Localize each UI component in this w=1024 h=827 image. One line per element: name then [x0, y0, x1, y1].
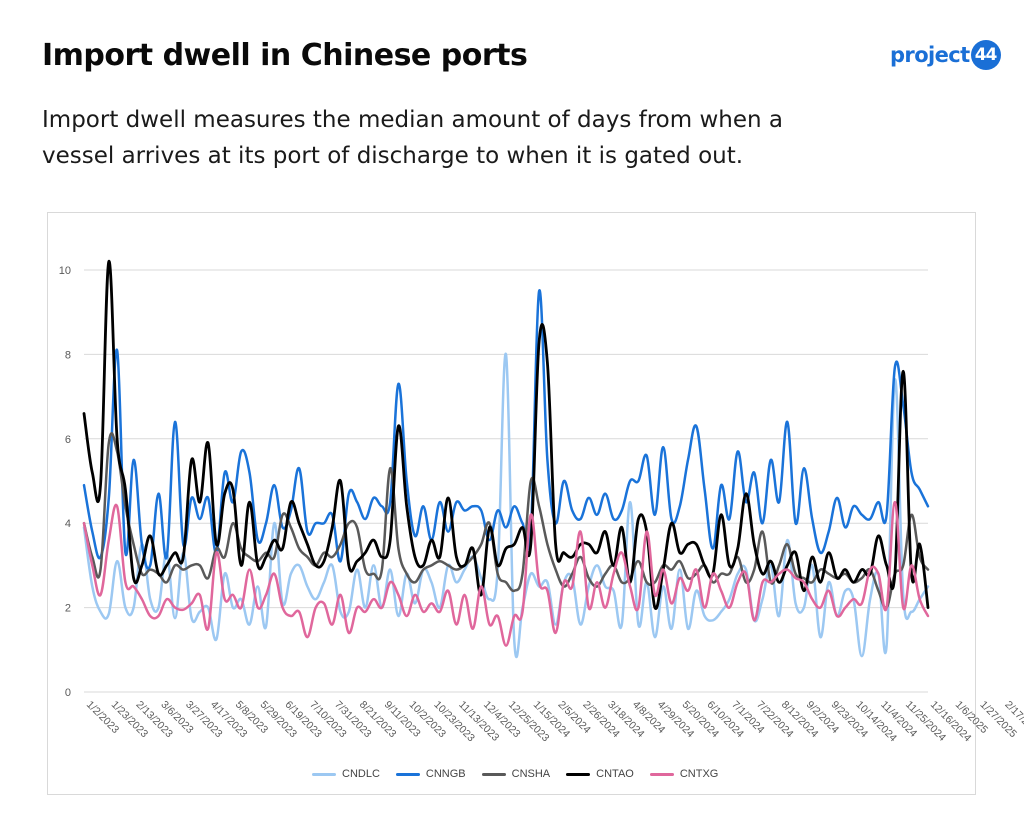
y-tick-label: 0 [65, 687, 71, 699]
legend-label: CNDLC [342, 768, 380, 780]
legend-item-cntao: CNTAO [566, 768, 634, 780]
legend-label: CNNGB [425, 768, 466, 780]
legend-label: CNTAO [596, 768, 634, 780]
legend-swatch [481, 772, 506, 776]
legend-label: CNTXG [679, 768, 719, 780]
series-line-cntao [82, 260, 930, 610]
series-line-cnsha [82, 432, 930, 610]
page-subtitle: Import dwell measures the median amount … [42, 107, 783, 169]
legend-item-cndlc: CNDLC [312, 768, 380, 780]
y-tick-label: 8 [65, 349, 71, 361]
chart-legend: CNDLC CNNGB CNSHA CNTAO CNTXG [312, 768, 718, 780]
logo-badge: 44 [970, 40, 1001, 70]
legend-item-cnsha: CNSHA [481, 768, 551, 780]
legend-swatch [566, 772, 591, 776]
y-tick-label: 10 [59, 265, 71, 277]
page-title: Import dwell in Chinese ports [42, 38, 528, 73]
y-tick-label: 4 [65, 518, 71, 530]
legend-item-cntxg: CNTXG [649, 768, 719, 780]
logo-wordmark: project [890, 43, 970, 67]
y-tick-label: 6 [65, 434, 71, 446]
legend-swatch [312, 772, 336, 776]
series-line-cnngb [82, 289, 930, 570]
legend-swatch [395, 772, 420, 776]
series-line-cndlc [82, 352, 930, 659]
series-line-cntxg [82, 500, 930, 647]
legend-item-cnngb: CNNGB [395, 768, 466, 780]
project44-logo: project 44 [890, 40, 1001, 70]
legend-label: CNSHA [511, 768, 551, 780]
y-tick-label: 2 [65, 603, 71, 615]
legend-swatch [649, 772, 674, 776]
